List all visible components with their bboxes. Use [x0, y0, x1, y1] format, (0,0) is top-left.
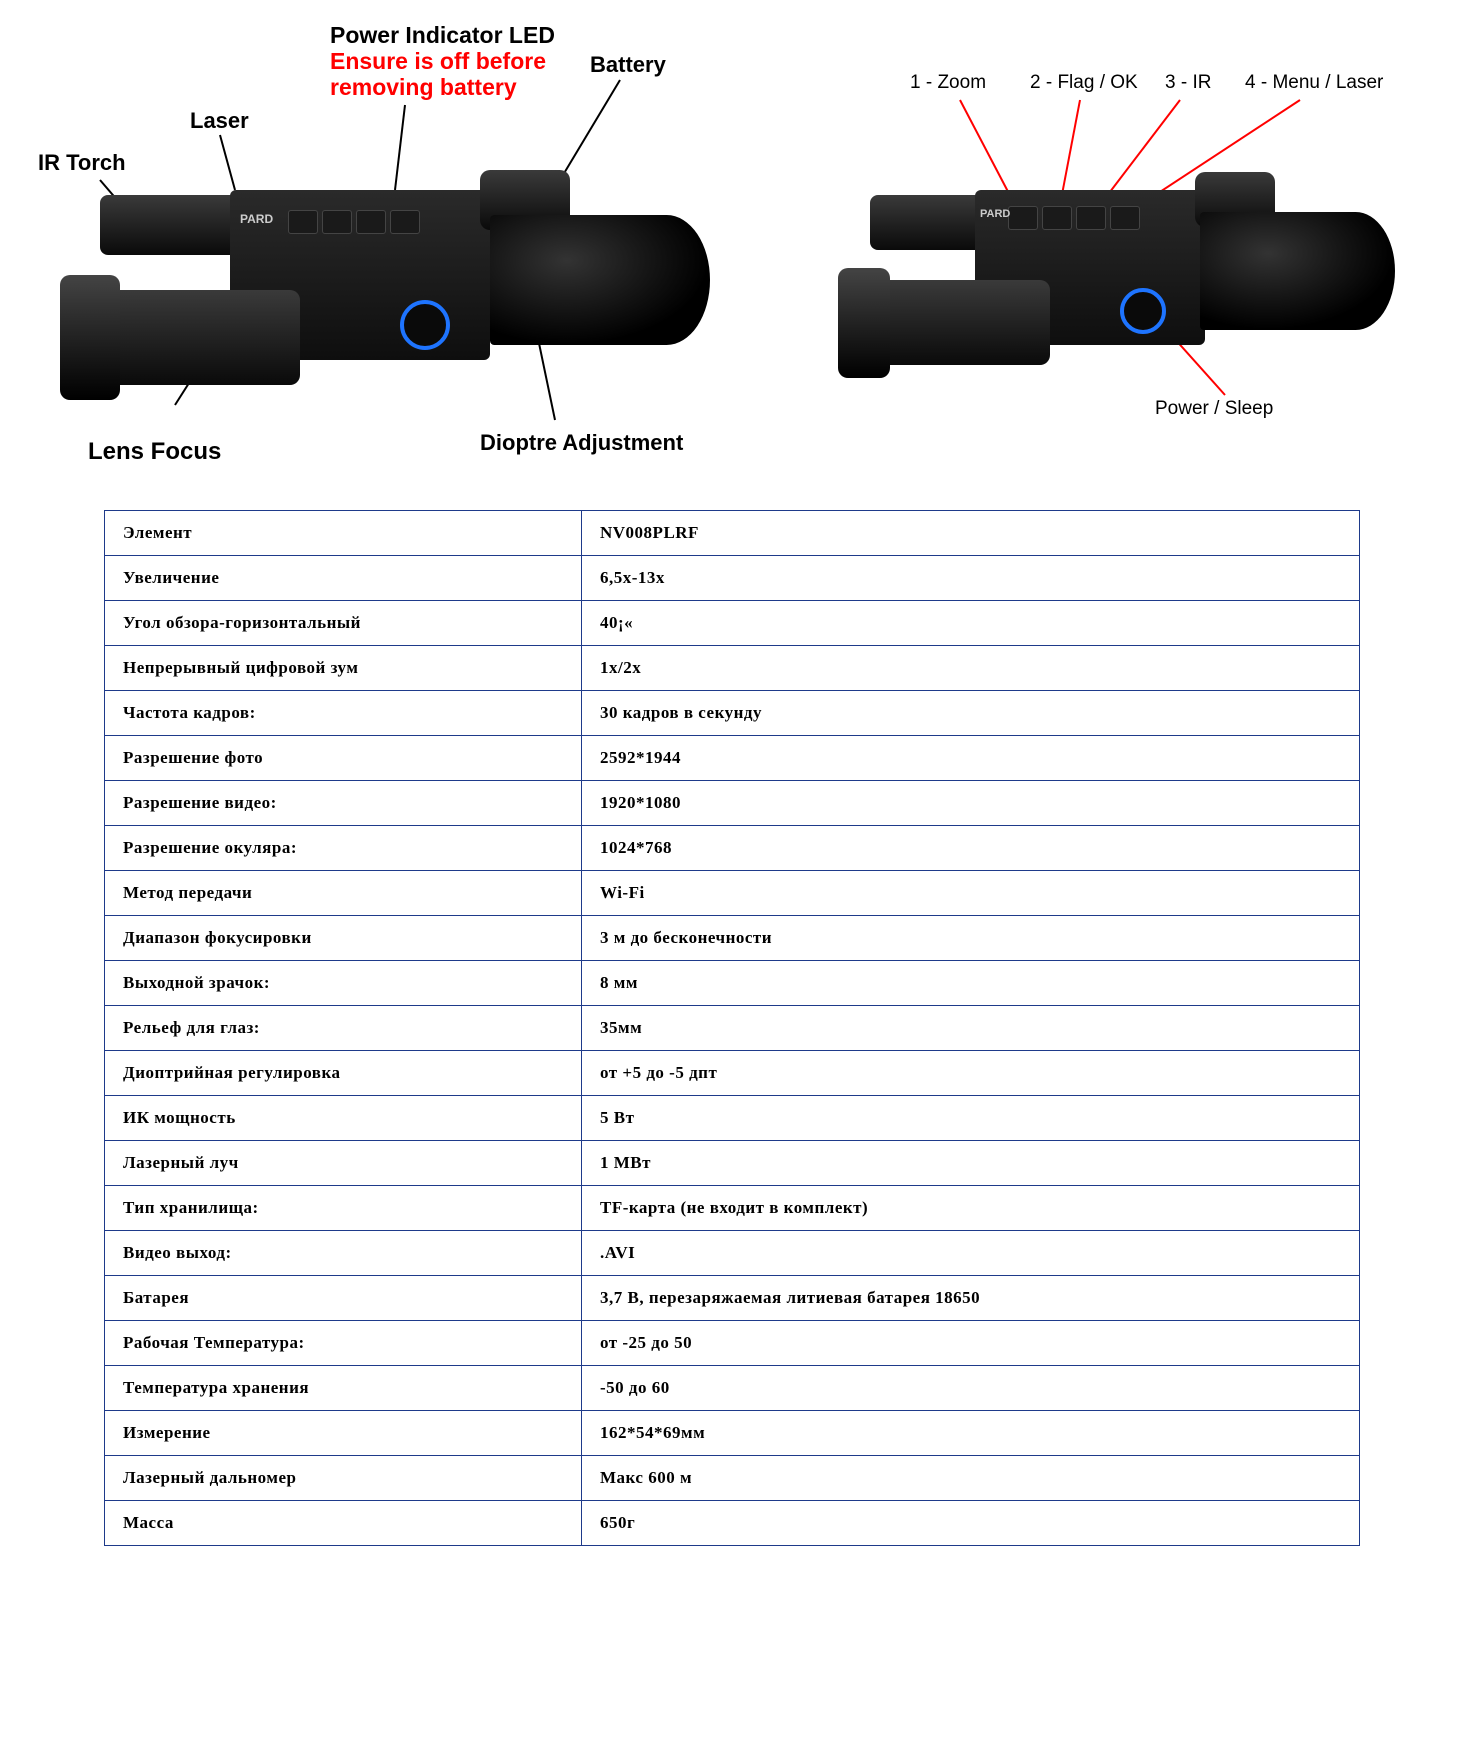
table-row: ЭлементNV008PLRF: [105, 511, 1360, 556]
table-row: Лазерный дальномерМакс 600 м: [105, 1456, 1360, 1501]
label-ir: 3 - IR: [1165, 72, 1211, 94]
spec-value: NV008PLRF: [582, 511, 1360, 556]
table-row: Угол обзора-горизонтальный40¡«: [105, 601, 1360, 646]
spec-key: Видео выход:: [105, 1231, 582, 1276]
spec-key: Лазерный луч: [105, 1141, 582, 1186]
label-laser: Laser: [190, 108, 249, 134]
spec-key: Диоптрийная регулировка: [105, 1051, 582, 1096]
spec-key: Тип хранилища:: [105, 1186, 582, 1231]
spec-value: 162*54*69мм: [582, 1411, 1360, 1456]
spec-table: ЭлементNV008PLRFУвеличение6,5x-13xУгол о…: [104, 510, 1360, 1546]
spec-key: Рельеф для глаз:: [105, 1006, 582, 1051]
table-row: Увеличение6,5x-13x: [105, 556, 1360, 601]
label-flag: 2 - Flag / OK: [1030, 72, 1138, 94]
spec-key: Батарея: [105, 1276, 582, 1321]
label-power-led-warn-2: removing battery: [330, 74, 517, 101]
table-row: Разрешение видео:1920*1080: [105, 781, 1360, 826]
spec-value: 1024*768: [582, 826, 1360, 871]
label-lens-focus: Lens Focus: [88, 438, 221, 466]
table-row: Температура хранения-50 до 60: [105, 1366, 1360, 1411]
table-row: Видео выход:.AVI: [105, 1231, 1360, 1276]
diagram-area: IR Torch Laser Power Indicator LED Ensur…: [0, 0, 1464, 480]
brand-left: PARD: [240, 212, 273, 226]
spec-key: Разрешение видео:: [105, 781, 582, 826]
spec-key: Увеличение: [105, 556, 582, 601]
spec-key: Непрерывный цифровой зум: [105, 646, 582, 691]
spec-value: -50 до 60: [582, 1366, 1360, 1411]
spec-key: Температура хранения: [105, 1366, 582, 1411]
spec-key: Рабочая Температура:: [105, 1321, 582, 1366]
label-power-led-title: Power Indicator LED: [330, 22, 555, 49]
spec-value: 40¡«: [582, 601, 1360, 646]
table-row: Рабочая Температура:от -25 до 50: [105, 1321, 1360, 1366]
table-row: Выходной зрачок:8 мм: [105, 961, 1360, 1006]
label-battery: Battery: [590, 52, 666, 78]
spec-value: Макс 600 м: [582, 1456, 1360, 1501]
spec-value: 1 МВт: [582, 1141, 1360, 1186]
spec-value: 3 м до бесконечности: [582, 916, 1360, 961]
spec-key: Элемент: [105, 511, 582, 556]
spec-value: Wi-Fi: [582, 871, 1360, 916]
table-row: Батарея3,7 В, перезаряжаемая литиевая ба…: [105, 1276, 1360, 1321]
table-row: Рельеф для глаз:35мм: [105, 1006, 1360, 1051]
brand-right: PARD: [980, 208, 1010, 220]
spec-key: ИК мощность: [105, 1096, 582, 1141]
table-row: Измерение162*54*69мм: [105, 1411, 1360, 1456]
table-row: Непрерывный цифровой зум1x/2x: [105, 646, 1360, 691]
table-row: ИК мощность5 Вт: [105, 1096, 1360, 1141]
table-row: Разрешение окуляра:1024*768: [105, 826, 1360, 871]
spec-value: от -25 до 50: [582, 1321, 1360, 1366]
spec-value: 650г: [582, 1501, 1360, 1546]
spec-value: 30 кадров в секунду: [582, 691, 1360, 736]
spec-value: 6,5x-13x: [582, 556, 1360, 601]
spec-key: Угол обзора-горизонтальный: [105, 601, 582, 646]
spec-value: TF-карта (не входит в комплект): [582, 1186, 1360, 1231]
spec-key: Разрешение фото: [105, 736, 582, 781]
label-zoom: 1 - Zoom: [910, 72, 986, 94]
table-row: Разрешение фото2592*1944: [105, 736, 1360, 781]
label-ir-torch: IR Torch: [38, 150, 126, 176]
table-row: Лазерный луч1 МВт: [105, 1141, 1360, 1186]
spec-key: Диапазон фокусировки: [105, 916, 582, 961]
table-row: Метод передачиWi-Fi: [105, 871, 1360, 916]
table-row: Частота кадров:30 кадров в секунду: [105, 691, 1360, 736]
spec-value: 1x/2x: [582, 646, 1360, 691]
spec-value: 8 мм: [582, 961, 1360, 1006]
table-row: Диапазон фокусировки3 м до бесконечности: [105, 916, 1360, 961]
table-row: Масса650г: [105, 1501, 1360, 1546]
spec-value: 3,7 В, перезаряжаемая литиевая батарея 1…: [582, 1276, 1360, 1321]
spec-key: Разрешение окуляра:: [105, 826, 582, 871]
spec-key: Измерение: [105, 1411, 582, 1456]
spec-value: 5 Вт: [582, 1096, 1360, 1141]
spec-key: Масса: [105, 1501, 582, 1546]
spec-key: Метод передачи: [105, 871, 582, 916]
label-power: Power / Sleep: [1155, 398, 1273, 420]
spec-value: 1920*1080: [582, 781, 1360, 826]
label-power-led-warn-1: Ensure is off before: [330, 48, 546, 75]
spec-key: Частота кадров:: [105, 691, 582, 736]
label-dioptre: Dioptre Adjustment: [480, 430, 683, 456]
spec-value: .AVI: [582, 1231, 1360, 1276]
label-menu: 4 - Menu / Laser: [1245, 72, 1383, 94]
table-row: Тип хранилища:TF-карта (не входит в комп…: [105, 1186, 1360, 1231]
spec-key: Выходной зрачок:: [105, 961, 582, 1006]
spec-key: Лазерный дальномер: [105, 1456, 582, 1501]
spec-value: 35мм: [582, 1006, 1360, 1051]
spec-value: от +5 до -5 дпт: [582, 1051, 1360, 1096]
table-row: Диоптрийная регулировкаот +5 до -5 дпт: [105, 1051, 1360, 1096]
spec-value: 2592*1944: [582, 736, 1360, 781]
